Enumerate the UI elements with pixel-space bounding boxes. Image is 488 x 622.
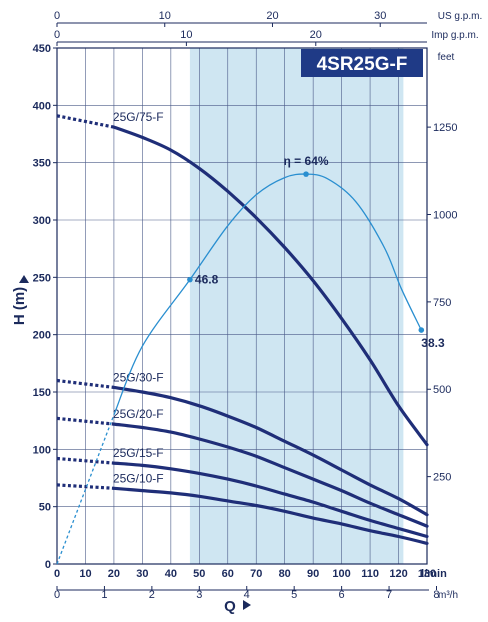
series-dashed-segment [56,378,115,389]
feet-unit-label: feet [438,52,455,63]
m3h-tick-label: 1 [101,589,107,601]
efficiency-curve: 46.8 38.3 η = 64% [56,154,445,565]
us-gpm-tick-label: 20 [266,10,278,22]
efficiency-peak-label: η = 64% [284,154,329,168]
m3h-tick-label: 4 [244,589,250,601]
y-tick-label: 300 [33,215,51,227]
series-25G/30-F: 25G/30-F [56,370,429,517]
x-tick-label: 0 [54,568,60,580]
series-25G/20-F: 25G/20-F [56,407,429,528]
x-tick-label: 120 [389,568,407,580]
y-tick-label: 100 [33,444,51,456]
series-line [112,461,429,539]
imp-gpm-tick-label: 0 [54,29,60,41]
m3h-tick-label: 8 [433,589,439,601]
plot-frame [56,47,428,565]
series-line [112,422,429,528]
m3h-tick-label: 0 [54,589,60,601]
grid [57,48,427,564]
y-tick-label: 250 [33,272,51,284]
feet-tick-label: 500 [433,384,451,396]
feet-tick-label: 1000 [433,209,457,221]
efficiency-marker-label: 46.8 [195,273,219,287]
y-axis-arrow-icon [19,275,29,283]
feet-tick-label: 1250 [433,122,457,134]
efficiency-marker [187,276,193,283]
efficiency-marker [303,171,309,177]
x-tick-label: 20 [108,568,120,580]
series-label: 25G/20-F [113,407,164,421]
us-gpm-tick-label: 0 [54,10,60,22]
model-title: 4SR25G-F [301,49,423,77]
series-line [112,125,429,447]
m3h-tick-label: 5 [291,589,297,601]
series-25G/10-F: 25G/10-F [56,471,429,545]
y-tick-label: 350 [33,158,51,170]
y-axis-title: H (m) [11,287,28,325]
series-25G/75-F: 25G/75-F [56,110,429,447]
x-tick-label: 30 [136,568,148,580]
us-gpm-tick-label: 10 [159,10,171,22]
feet-tick-label: 750 [433,297,451,309]
y-tick-label: 450 [33,43,51,55]
series-25G/15-F: 25G/15-F [56,446,429,539]
y-tick-label: 400 [33,100,51,112]
x-tick-label: 100 [332,568,350,580]
series-line [112,385,429,517]
x-tick-label: 110 [361,568,379,580]
x-tick-label: 50 [193,568,205,580]
series-label: 25G/15-F [113,446,164,460]
series-label: 25G/75-F [113,110,164,124]
x-tick-label: 10 [79,568,91,580]
m3h-tick-label: 2 [149,589,155,601]
x-unit-label: l/min [421,568,447,580]
x-tick-label: 80 [279,568,291,580]
imp-gpm-tick-label: 10 [180,29,192,41]
series-dashed-segment [56,416,115,426]
x-axis-title: Q [224,598,236,615]
m3h-tick-label: 3 [196,589,202,601]
imp-gpm-tick-label: 20 [310,29,322,41]
series-dashed-segment [56,456,115,465]
model-title-text: 4SR25G-F [317,54,408,75]
efficiency-marker [418,327,425,333]
imp-gpm-unit-label: Imp g.p.m. [431,30,478,41]
efficiency-marker-label: 38.3 [421,336,445,350]
x-tick-label: 90 [307,568,319,580]
y-tick-label: 50 [39,502,51,514]
y-tick-label: 0 [45,559,51,571]
us-gpm-tick-label: 30 [374,10,386,22]
y-tick-label: 200 [33,330,51,342]
y-tick-label: 150 [33,387,51,399]
x-axis-arrow-icon [243,600,251,610]
efficiency-dashed-segment [56,414,115,565]
series-dashed-segment [56,114,115,129]
x-tick-label: 40 [165,568,177,580]
efficiency-line [113,173,422,416]
series-line [112,486,429,545]
x-tick-label: 130 [418,568,436,580]
x-tick-label: 60 [222,568,234,580]
feet-tick-label: 250 [433,472,451,484]
us-gpm-unit-label: US g.p.m. [438,11,482,22]
m3h-unit-label: m³/h [438,590,458,601]
performance-curves: 25G/75-F 25G/30-F 25G/20-F 25G/15-F 25G/10-F [56,110,429,545]
series-dashed-segment [56,483,115,490]
model-title-box [301,49,423,77]
plot-border [56,47,428,565]
series-label: 25G/10-F [113,471,164,485]
series-label: 25G/30-F [113,370,164,384]
x-tick-label: 70 [250,568,262,580]
m3h-tick-label: 7 [386,589,392,601]
m3h-tick-label: 6 [339,589,345,601]
